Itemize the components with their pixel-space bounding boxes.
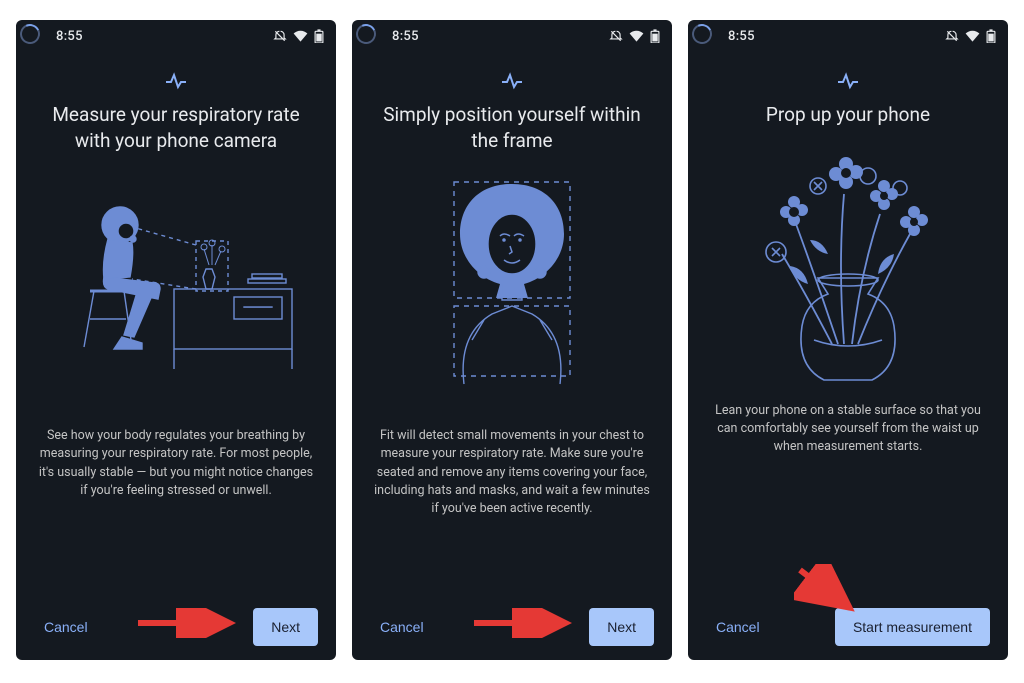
page-description: Fit will detect small movements in your … xyxy=(372,427,652,596)
cancel-button[interactable]: Cancel xyxy=(34,609,98,645)
battery-icon xyxy=(986,29,996,43)
pulse-icon xyxy=(500,72,524,94)
annotator-arrow-icon xyxy=(470,608,580,638)
app-body: Measure your respiratory rate with your … xyxy=(16,52,336,660)
illustration-person-desk xyxy=(34,169,318,409)
status-right xyxy=(273,29,324,43)
wifi-icon xyxy=(965,30,980,42)
next-button[interactable]: Next xyxy=(253,608,318,646)
page-title: Measure your respiratory rate with your … xyxy=(34,102,318,153)
footer-actions: Cancel Start measurement xyxy=(706,596,990,646)
pulse-icon xyxy=(836,72,860,94)
status-time: 8:55 xyxy=(56,29,83,44)
pulse-icon xyxy=(164,72,188,94)
status-bar: 8:55 xyxy=(16,20,336,52)
footer-actions: Cancel Next xyxy=(34,596,318,646)
cancel-button[interactable]: Cancel xyxy=(706,609,770,645)
profile-ring-icon xyxy=(689,21,715,47)
wifi-icon xyxy=(293,30,308,42)
status-right xyxy=(609,29,660,43)
annotator-arrow-icon xyxy=(134,608,244,638)
page-description: Lean your phone on a stable surface so t… xyxy=(708,402,988,596)
wifi-icon xyxy=(629,30,644,42)
illustration-person-frame xyxy=(370,169,654,409)
onboarding-screen-3: 8:55 Prop up your phone xyxy=(688,20,1008,660)
profile-ring-icon xyxy=(17,21,43,47)
app-body: Prop up your phone xyxy=(688,52,1008,660)
page-title: Prop up your phone xyxy=(706,102,990,128)
page-description: See how your body regulates your breathi… xyxy=(36,427,316,596)
dnd-icon xyxy=(945,29,959,43)
page-title: Simply position yourself within the fram… xyxy=(370,102,654,153)
status-time: 8:55 xyxy=(392,29,419,44)
profile-ring-icon xyxy=(353,21,379,47)
status-bar: 8:55 xyxy=(352,20,672,52)
onboarding-screen-1: 8:55 Measure your respiratory rate with … xyxy=(16,20,336,660)
illustration-vase-flowers xyxy=(706,144,990,384)
app-body: Simply position yourself within the fram… xyxy=(352,52,672,660)
start-measurement-button[interactable]: Start measurement xyxy=(835,608,990,646)
footer-actions: Cancel Next xyxy=(370,596,654,646)
status-left: 8:55 xyxy=(364,26,419,46)
status-time: 8:55 xyxy=(728,29,755,44)
battery-icon xyxy=(650,29,660,43)
status-bar: 8:55 xyxy=(688,20,1008,52)
cancel-button[interactable]: Cancel xyxy=(370,609,434,645)
battery-icon xyxy=(314,29,324,43)
dnd-icon xyxy=(273,29,287,43)
onboarding-screen-2: 8:55 Simply position yourself within the… xyxy=(352,20,672,660)
status-right xyxy=(945,29,996,43)
status-left: 8:55 xyxy=(28,26,83,46)
status-left: 8:55 xyxy=(700,26,755,46)
next-button[interactable]: Next xyxy=(589,608,654,646)
dnd-icon xyxy=(609,29,623,43)
